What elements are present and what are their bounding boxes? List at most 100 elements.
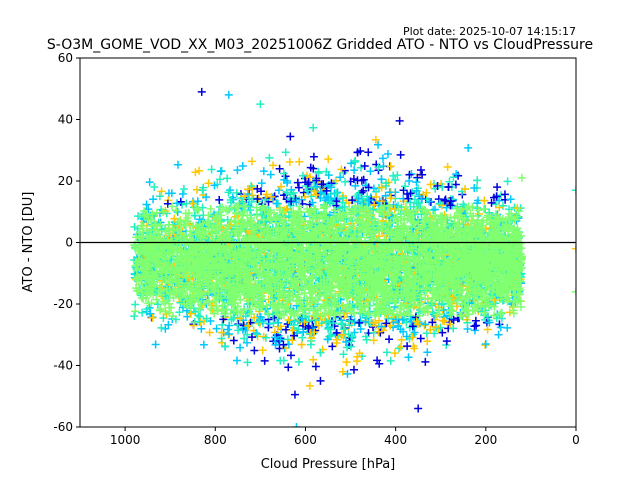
scatter-point bbox=[242, 323, 251, 332]
scatter-point bbox=[223, 215, 232, 224]
scatter-point bbox=[258, 346, 267, 355]
scatter-point bbox=[494, 330, 503, 339]
scatter-point bbox=[341, 177, 350, 186]
scatter-point bbox=[311, 191, 320, 200]
scatter-point bbox=[342, 358, 351, 367]
scatter-point bbox=[416, 166, 425, 175]
scatter-point bbox=[442, 337, 451, 346]
scatter-point bbox=[416, 334, 425, 343]
scatter-point bbox=[257, 179, 266, 188]
scatter-point bbox=[161, 324, 170, 333]
scatter-point bbox=[464, 310, 473, 319]
scatter-point bbox=[151, 340, 160, 349]
scatter-point bbox=[422, 329, 431, 338]
scatter-point bbox=[304, 324, 313, 333]
scatter-point bbox=[232, 188, 241, 197]
scatter-point bbox=[307, 334, 316, 343]
scatter-point bbox=[480, 196, 489, 205]
scatter-point bbox=[202, 314, 211, 323]
scatter-point bbox=[253, 330, 262, 339]
scatter-point bbox=[175, 308, 184, 317]
scatter-point bbox=[343, 343, 352, 352]
scatter-point bbox=[299, 309, 308, 318]
scatter-point bbox=[378, 154, 387, 163]
scatter-point bbox=[338, 193, 347, 202]
scatter-point bbox=[304, 180, 313, 189]
scatter-point bbox=[272, 199, 281, 208]
scatter-point bbox=[281, 148, 290, 157]
scatter-point bbox=[285, 158, 294, 167]
scatter-point bbox=[322, 317, 331, 326]
scatter-point bbox=[289, 321, 298, 330]
scatter-point bbox=[413, 173, 422, 182]
scatter-point bbox=[487, 198, 496, 207]
scatter-point bbox=[395, 116, 404, 125]
scatter-point bbox=[347, 159, 356, 168]
scatter-point bbox=[212, 324, 221, 333]
scatter-point bbox=[242, 338, 251, 347]
scatter-point bbox=[353, 148, 362, 157]
scatter-point bbox=[392, 315, 401, 324]
scatter-point bbox=[350, 318, 359, 327]
scatter-point bbox=[345, 316, 354, 325]
scatter-point bbox=[252, 211, 261, 220]
scatter-point bbox=[359, 186, 368, 195]
scatter-point bbox=[396, 150, 405, 159]
scatter-point bbox=[215, 208, 224, 217]
scatter-point bbox=[254, 317, 263, 326]
scatter-point bbox=[445, 177, 454, 186]
scatter-point bbox=[362, 335, 371, 344]
scatter-point bbox=[148, 313, 157, 322]
scatter-point bbox=[270, 333, 279, 342]
scatter-point bbox=[496, 191, 505, 200]
scatter-point bbox=[405, 170, 414, 179]
scatter-point bbox=[283, 178, 292, 187]
scatter-point bbox=[572, 244, 576, 253]
scatter-point bbox=[164, 320, 173, 329]
scatter-point bbox=[204, 211, 213, 220]
scatter-point bbox=[159, 314, 168, 323]
scatter-point bbox=[343, 369, 352, 378]
scatter-point bbox=[426, 180, 435, 189]
scatter-point bbox=[247, 309, 256, 318]
scatter-point bbox=[495, 203, 504, 212]
scatter-point bbox=[261, 195, 270, 204]
scatter-point bbox=[361, 297, 370, 306]
scatter-point bbox=[143, 226, 152, 235]
scatter-point bbox=[173, 208, 182, 217]
scatter-point bbox=[311, 362, 320, 371]
scatter-point bbox=[145, 178, 154, 187]
scatter-point bbox=[382, 319, 391, 328]
scatter-point bbox=[275, 337, 284, 346]
scatter-point bbox=[159, 207, 168, 216]
scatter-point bbox=[233, 166, 242, 175]
scatter-point bbox=[369, 336, 378, 345]
scatter-point bbox=[386, 321, 395, 330]
scatter-point bbox=[176, 197, 185, 206]
scatter-point bbox=[402, 332, 411, 341]
scatter-point bbox=[349, 175, 358, 184]
scatter-point bbox=[305, 173, 314, 182]
scatter-point bbox=[514, 207, 523, 216]
scatter-point bbox=[218, 320, 227, 329]
scatter-point bbox=[490, 311, 499, 320]
scatter-point bbox=[153, 300, 162, 309]
scatter-point bbox=[282, 188, 291, 197]
scatter-point bbox=[244, 321, 253, 330]
scatter-point bbox=[307, 183, 316, 192]
scatter-point bbox=[409, 301, 418, 310]
plot-date: Plot date: 2025-10-07 14:15:17 bbox=[403, 25, 576, 38]
scatter-point bbox=[468, 203, 477, 212]
scatter-point bbox=[149, 195, 158, 204]
scatter-point bbox=[398, 315, 407, 324]
scatter-point bbox=[371, 135, 380, 144]
scatter-point bbox=[326, 183, 335, 192]
scatter-point bbox=[322, 186, 331, 195]
scatter-point bbox=[313, 182, 322, 191]
scatter-point bbox=[422, 188, 431, 197]
scatter-points bbox=[130, 87, 576, 448]
scatter-point bbox=[449, 315, 458, 324]
scatter-point bbox=[268, 440, 276, 448]
scatter-point bbox=[308, 198, 317, 207]
scatter-point bbox=[332, 189, 341, 198]
